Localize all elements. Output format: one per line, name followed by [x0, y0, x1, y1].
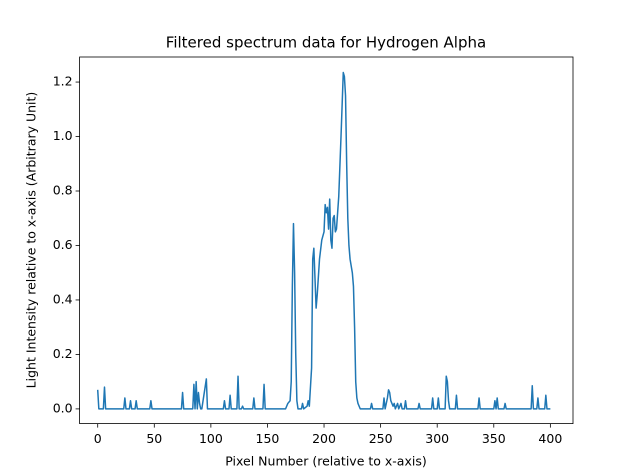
x-tick-label: 250: [369, 431, 393, 446]
y-tick-label: 0.6: [53, 237, 73, 252]
data-line: [96, 71, 551, 410]
x-tick-label: 150: [256, 431, 280, 446]
x-tick-label: 200: [312, 431, 336, 446]
y-tick-label: 0.0: [53, 400, 73, 415]
x-tick-label: 400: [538, 431, 562, 446]
x-tick-label: 50: [146, 431, 162, 446]
y-tick-label: 0.2: [53, 346, 73, 361]
y-axis-label: Light Intensity relative to x-axis (Arbi…: [24, 92, 39, 389]
y-tick-label: 1.0: [53, 128, 73, 143]
x-tick-label: 350: [482, 431, 506, 446]
x-tick-label: 0: [94, 431, 102, 446]
plot-frame: [79, 56, 574, 425]
chart-title: Filtered spectrum data for Hydrogen Alph…: [166, 34, 486, 52]
y-tick-label: 0.8: [53, 183, 73, 198]
x-tick-label: 100: [199, 431, 223, 446]
y-tick-label: 0.4: [53, 291, 73, 306]
x-axis-label: Pixel Number (relative to x-axis): [225, 454, 426, 469]
y-tick-label: 1.2: [53, 74, 73, 89]
x-tick-label: 300: [425, 431, 449, 446]
